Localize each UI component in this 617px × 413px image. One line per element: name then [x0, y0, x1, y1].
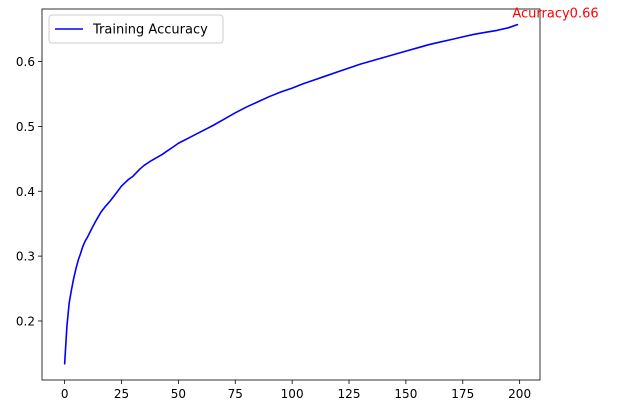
plot-frame: [41, 8, 541, 381]
x-tick-label: 100: [281, 387, 304, 401]
legend-box: [48, 14, 224, 44]
x-tick-label: 150: [394, 387, 417, 401]
x-tick-label: 175: [451, 387, 474, 401]
x-tick-label: 0: [61, 387, 69, 401]
x-tick-label: 25: [114, 387, 129, 401]
y-axis: 0.2 0.3 0.4 0.5 0.6: [16, 55, 42, 328]
x-tick-label: 125: [338, 387, 361, 401]
x-axis: 0 25 50 75 100 125 150 175 200: [61, 380, 531, 401]
plot-area-background: [42, 9, 540, 380]
legend-label: Training Accuracy: [92, 23, 208, 38]
y-tick-label: 0.2: [16, 314, 35, 328]
legend: Training Accuracy: [48, 14, 224, 44]
accuracy-annotation: Acurracy0.66: [512, 7, 598, 22]
y-tick-label: 0.5: [16, 120, 35, 134]
y-tick-label: 0.3: [16, 250, 35, 264]
series-line-training-accuracy: [63, 23, 519, 365]
x-tick-label: 50: [171, 387, 186, 401]
x-tick-label: 75: [228, 387, 243, 401]
y-tick-label: 0.6: [16, 55, 35, 69]
y-tick-label: 0.4: [16, 185, 35, 199]
x-tick-label: 200: [508, 387, 531, 401]
